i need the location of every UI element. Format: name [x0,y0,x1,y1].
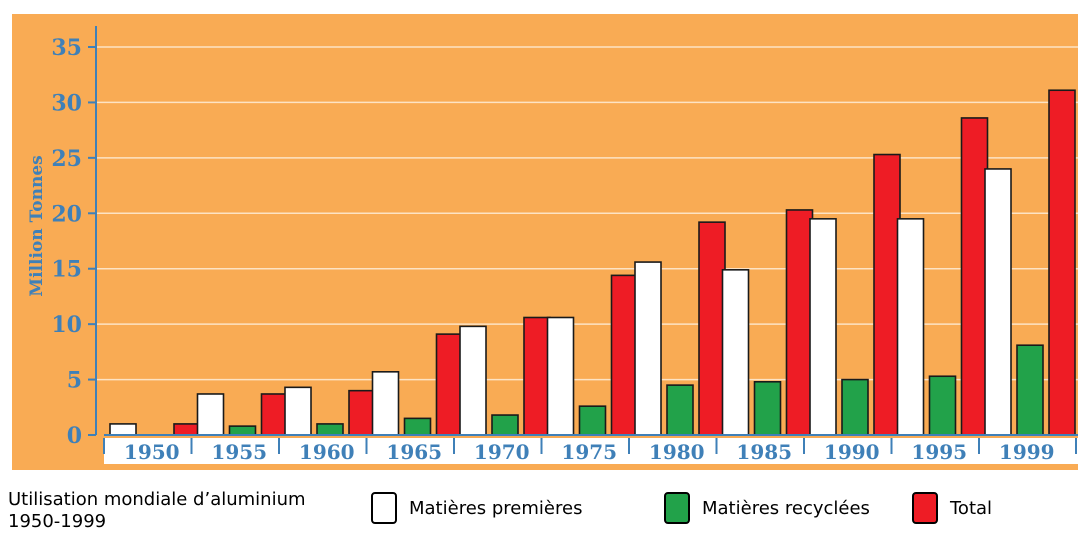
bar-recycled-1995 [928,375,957,436]
bar-raw-1990 [809,218,837,436]
bar-raw-1960 [284,386,312,436]
bar-recycled-1980 [666,384,694,436]
caption-line-1: Utilisation mondiale d’aluminium [8,489,306,510]
bar-recycled-1999 [1016,344,1044,436]
y-axis-label: Million Tonnes [27,155,47,296]
legend-item-raw: Matières premières [371,489,582,527]
bars [109,89,1076,436]
bar-total-1965 [435,333,464,436]
bar-recycled-1990 [841,378,869,436]
bar-total-1985 [785,209,814,436]
bar-total-1995 [960,117,989,436]
y-tick-label: 15 [51,257,82,283]
y-tick-label: 0 [67,423,82,449]
bar-chart: 0 5 10 15 20 25 30 35 1950 1955 1960 1965 1970 1975 19… [12,14,1078,470]
axes: 0 5 10 15 20 25 30 35 1950 1955 1960 1965 1970 1975 19… [51,26,1078,464]
chart-svg: 0 5 10 15 20 25 30 35 1950 1955 1960 1965 1970 1975 19… [12,14,1078,470]
x-tick-label: 1995 [911,440,967,464]
legend-swatch-total [912,492,938,524]
x-tick-label: 1999 [999,440,1055,464]
bar-total-1999 [1048,89,1076,436]
bar-recycled-1975 [578,405,607,436]
bar-total-1990 [873,153,901,436]
bar-total-1960 [348,389,376,436]
legend-label-raw: Matières premières [409,497,583,519]
y-tick-label: 20 [51,201,82,227]
x-tick-label: 1980 [649,440,705,464]
bar-recycled-1985 [753,380,782,436]
bar-raw-1980 [634,261,662,436]
bar-raw-1975 [546,316,575,436]
legend-label-total: Total [950,497,993,519]
x-tick-label: 1990 [824,440,880,464]
bar-raw-1965 [371,371,400,436]
x-tick-label: 1985 [736,440,792,464]
bar-raw-1955 [196,393,225,436]
x-tick-label: 1950 [124,440,180,464]
caption-line-2: 1950-1999 [8,511,107,532]
legend-swatch-recycled [664,492,690,524]
bar-recycled-1970 [491,414,519,436]
chart-caption: Utilisation mondiale d’aluminium 1950-19… [8,489,306,533]
legend-label-recycled: Matières recyclées [702,497,870,519]
x-tick-label: 1970 [474,440,530,464]
bar-total-1980 [698,221,726,436]
bar-recycled-1955 [228,425,257,436]
bar-total-1950 [173,423,201,436]
bar-raw-1950 [109,423,137,436]
y-tick-label: 5 [67,368,82,394]
bar-total-1975 [610,274,639,436]
y-tick-label: 30 [51,90,82,116]
bar-raw-1995 [896,218,925,436]
bar-total-1955 [260,393,289,436]
x-axis-band [104,438,1078,464]
legend-item-recycled: Matières recyclées [664,489,870,527]
y-tick-label: 35 [51,35,82,61]
y-tick-label: 10 [51,312,82,338]
x-tick-label: 1960 [299,440,355,464]
x-tick-label: 1975 [561,440,617,464]
bar-recycled-1960 [316,423,344,436]
y-tick-label: 25 [51,146,82,172]
grid-lines [96,46,1078,381]
bar-raw-1970 [459,325,487,436]
x-tick-label: 1965 [386,440,442,464]
bar-raw-1999 [984,168,1012,436]
x-tick-label: 1955 [211,440,267,464]
legend-swatch-raw [371,492,397,524]
bar-total-1970 [523,316,551,436]
legend-item-total: Total [912,489,992,527]
bar-recycled-1965 [403,417,432,436]
bar-raw-1985 [721,269,750,436]
